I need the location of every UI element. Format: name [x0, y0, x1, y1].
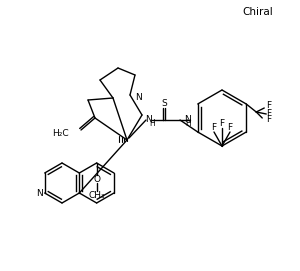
Text: F: F [219, 120, 225, 128]
Text: N: N [135, 92, 141, 102]
Text: CH₃: CH₃ [88, 192, 105, 201]
Text: S: S [161, 98, 167, 108]
Text: H₂C: H₂C [52, 128, 69, 137]
Text: F: F [266, 115, 272, 124]
Text: O: O [93, 176, 100, 185]
Text: N: N [145, 115, 152, 124]
Text: F: F [227, 124, 232, 133]
Text: F: F [266, 102, 271, 111]
Text: N: N [184, 115, 191, 124]
Text: Chiral: Chiral [243, 7, 273, 17]
Text: H: H [185, 120, 191, 128]
Text: F: F [212, 124, 217, 133]
Text: F: F [266, 109, 272, 118]
Text: N: N [36, 189, 43, 198]
Text: H: H [149, 120, 155, 128]
